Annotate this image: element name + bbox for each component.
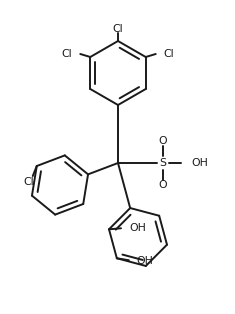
Text: O: O [159, 180, 167, 190]
Text: Cl: Cl [62, 49, 72, 59]
Text: Cl: Cl [164, 49, 174, 59]
Text: OH: OH [191, 158, 208, 168]
Text: S: S [160, 158, 167, 168]
Text: Cl: Cl [113, 24, 123, 34]
Text: OH: OH [137, 256, 154, 266]
Text: Cl: Cl [24, 177, 34, 187]
Text: OH: OH [129, 223, 146, 233]
Text: O: O [159, 136, 167, 146]
